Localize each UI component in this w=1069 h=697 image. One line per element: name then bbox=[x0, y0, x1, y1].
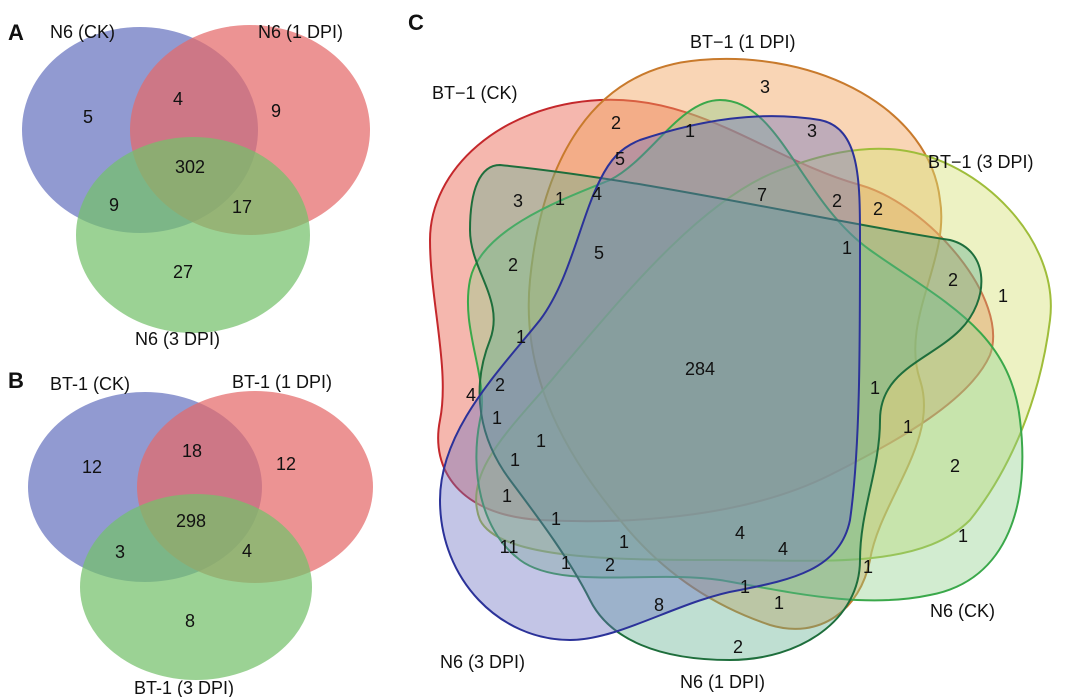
count-region: 4 bbox=[735, 523, 745, 543]
panel-a-letter: A bbox=[8, 20, 24, 45]
set-label-n6-3dpi: N6 (3 DPI) bbox=[135, 329, 220, 349]
count-1dpi-3dpi: 4 bbox=[242, 541, 252, 561]
panel-b-letter: B bbox=[8, 368, 24, 393]
count-region: 1 bbox=[685, 121, 695, 141]
count-region: 2 bbox=[605, 555, 615, 575]
set-label-n6-1dpi: N6 (1 DPI) bbox=[680, 672, 765, 692]
count-region: 2 bbox=[495, 375, 505, 395]
count-region: 1 bbox=[842, 238, 852, 258]
count-region: 5 bbox=[594, 243, 604, 263]
set-label-bt1-1dpi: BT-1 (1 DPI) bbox=[232, 372, 332, 392]
set-shape-n6-ck bbox=[466, 98, 1024, 602]
count-region: 7 bbox=[757, 185, 767, 205]
count-region: 3 bbox=[807, 121, 817, 141]
set-label-n6-ck: N6 (CK) bbox=[930, 601, 995, 621]
set-label-n6-1dpi: N6 (1 DPI) bbox=[258, 22, 343, 42]
count-region: 1 bbox=[516, 327, 526, 347]
set-label-bt1-3dpi: BT−1 (3 DPI) bbox=[928, 152, 1034, 172]
count-region: 8 bbox=[654, 595, 664, 615]
count-region: 1 bbox=[619, 532, 629, 552]
count-region: 1 bbox=[740, 577, 750, 597]
set-label-bt1-ck: BT−1 (CK) bbox=[432, 83, 518, 103]
count-region: 1 bbox=[998, 286, 1008, 306]
count-region: 1 bbox=[903, 417, 913, 437]
count-ck-3dpi: 3 bbox=[115, 542, 125, 562]
set-label-bt1-1dpi: BT−1 (1 DPI) bbox=[690, 32, 796, 52]
count-region: 3 bbox=[513, 191, 523, 211]
count-region: 5 bbox=[615, 149, 625, 169]
set-shape-bt1-3dpi bbox=[475, 147, 1052, 562]
set-label-n6-3dpi: N6 (3 DPI) bbox=[440, 652, 525, 672]
count-region: 1 bbox=[774, 593, 784, 613]
set-label-bt1-ck: BT-1 (CK) bbox=[50, 374, 130, 394]
count-region: 1 bbox=[958, 526, 968, 546]
count-ck-3dpi: 9 bbox=[109, 195, 119, 215]
count-region: 1 bbox=[536, 431, 546, 451]
count-region: 2 bbox=[950, 456, 960, 476]
count-region: 1 bbox=[863, 557, 873, 577]
count-ck-1dpi: 18 bbox=[182, 441, 202, 461]
count-region: 2 bbox=[733, 637, 743, 657]
count-only-3dpi: 27 bbox=[173, 262, 193, 282]
count-region: 4 bbox=[466, 385, 476, 405]
count-center: 284 bbox=[685, 359, 715, 379]
count-all: 298 bbox=[176, 511, 206, 531]
count-only-1dpi: 12 bbox=[276, 454, 296, 474]
count-only-ck: 12 bbox=[82, 457, 102, 477]
panel-c: C BT−1 (CK) BT−1 (1 DPI) BT−1 (3 DPI) N6… bbox=[408, 10, 1052, 692]
count-1dpi-3dpi: 17 bbox=[232, 197, 252, 217]
count-all: 302 bbox=[175, 157, 205, 177]
panel-a: A N6 (CK) N6 (1 DPI) N6 (3 DPI) 5 4 9 30… bbox=[8, 20, 370, 349]
panel-c-letter: C bbox=[408, 10, 424, 35]
count-region: 4 bbox=[592, 184, 602, 204]
panel-b: B BT-1 (CK) BT-1 (1 DPI) BT-1 (3 DPI) 12… bbox=[8, 368, 373, 697]
set-label-n6-ck: N6 (CK) bbox=[50, 22, 115, 42]
set-circle-bt1-3dpi bbox=[80, 494, 312, 680]
count-only-3dpi: 8 bbox=[185, 611, 195, 631]
count-region: 11 bbox=[500, 537, 519, 557]
set-label-bt1-3dpi: BT-1 (3 DPI) bbox=[134, 678, 234, 697]
set-shape-n6-3dpi bbox=[438, 115, 861, 642]
count-region: 1 bbox=[492, 408, 502, 428]
count-region: 1 bbox=[502, 486, 512, 506]
set-shape-bt1-ck bbox=[428, 98, 995, 523]
count-region: 2 bbox=[832, 191, 842, 211]
count-region: 2 bbox=[611, 113, 621, 133]
count-region: 2 bbox=[873, 199, 883, 219]
set-shape-n6-1dpi bbox=[468, 163, 983, 662]
count-region: 1 bbox=[870, 378, 880, 398]
count-region: 1 bbox=[555, 189, 565, 209]
count-region: 2 bbox=[948, 270, 958, 290]
count-region: 3 bbox=[760, 77, 770, 97]
count-region: 2 bbox=[508, 255, 518, 275]
count-region: 1 bbox=[510, 450, 520, 470]
set-shape-bt1-1dpi bbox=[527, 57, 943, 630]
count-ck-1dpi: 4 bbox=[173, 89, 183, 109]
set-circle-n6-3dpi bbox=[76, 137, 310, 333]
count-only-ck: 5 bbox=[83, 107, 93, 127]
count-region: 1 bbox=[561, 553, 571, 573]
count-region: 1 bbox=[551, 509, 561, 529]
count-only-1dpi: 9 bbox=[271, 101, 281, 121]
count-region: 4 bbox=[778, 539, 788, 559]
